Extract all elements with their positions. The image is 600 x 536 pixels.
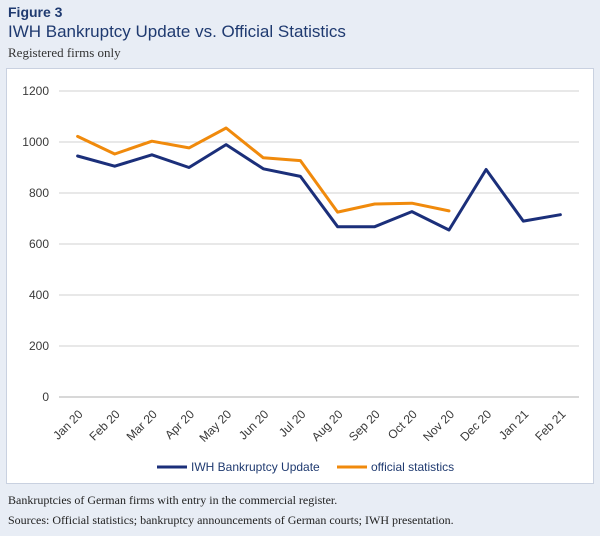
y-tick-label: 600 — [29, 237, 49, 251]
x-tick-label: Jul 20 — [276, 407, 309, 440]
x-tick-label: Nov 20 — [420, 407, 457, 444]
x-tick-label: Mar 20 — [124, 407, 161, 444]
chart-panel: 0 200 400 600 800 1000 1200 Jan 20 Feb 20 Mar 20 A… — [6, 68, 594, 484]
x-tick-label: Sep 20 — [346, 407, 383, 444]
y-tick-label: 0 — [42, 390, 49, 404]
chart-title: IWH Bankruptcy Update vs. Official Stati… — [8, 22, 346, 41]
x-tick-label: Jan 20 — [50, 407, 86, 443]
y-tick-label: 200 — [29, 339, 49, 353]
y-tick-label: 800 — [29, 186, 49, 200]
legend-label-0: IWH Bankruptcy Update — [191, 460, 320, 474]
x-tick-label: Feb 20 — [86, 407, 123, 444]
series-line-1 — [76, 126, 451, 214]
y-tick-label: 1000 — [22, 135, 49, 149]
legend-label-1: official statistics — [371, 460, 454, 474]
x-tick-label: Apr 20 — [162, 407, 197, 442]
footnote-sources: Sources: Official statistics; bankruptcy… — [8, 513, 454, 527]
x-tick-label: Jan 21 — [496, 407, 532, 443]
x-tick-label: Feb 21 — [532, 407, 569, 444]
x-tick-label: May 20 — [196, 407, 234, 445]
x-tick-label: Oct 20 — [385, 407, 420, 442]
figure-label: Figure 3 — [8, 4, 63, 20]
footnote-description: Bankruptcies of German firms with entry … — [8, 493, 338, 507]
x-tick-label: Jun 20 — [236, 407, 272, 443]
y-tick-label: 1200 — [22, 84, 49, 98]
chart-subtitle: Registered firms only — [8, 45, 121, 60]
series-line-0 — [76, 143, 562, 232]
y-tick-label: 400 — [29, 288, 49, 302]
x-tick-label: Aug 20 — [309, 407, 346, 444]
x-tick-label: Dec 20 — [457, 407, 494, 444]
